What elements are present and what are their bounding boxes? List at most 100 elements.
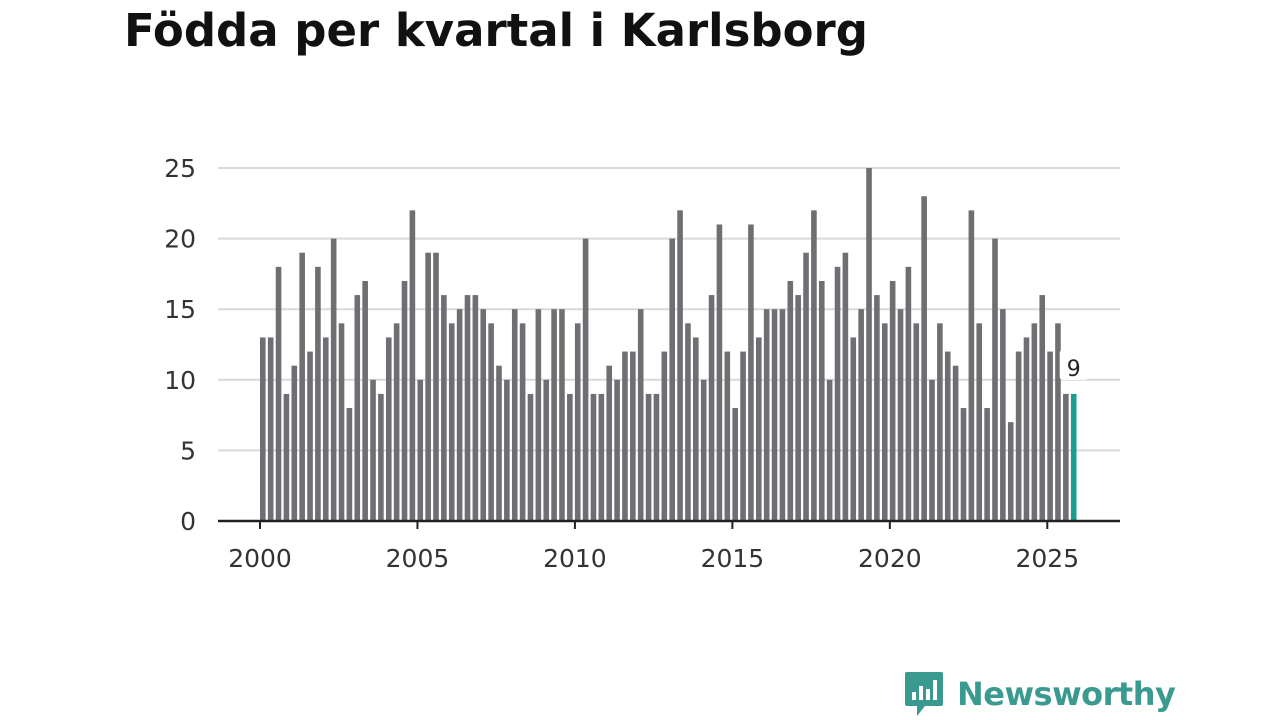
bar (968, 210, 975, 522)
bar (504, 379, 510, 521)
bar (1000, 309, 1006, 521)
y-tick-label: 0 (180, 507, 196, 536)
bar (283, 393, 290, 521)
bar (795, 295, 801, 521)
x-tick-label: 2010 (543, 544, 607, 573)
newsworthy-logo-icon (905, 672, 943, 716)
bar (976, 323, 983, 521)
bar (370, 379, 376, 521)
bar (661, 351, 668, 521)
bar (921, 196, 927, 522)
bar (677, 210, 683, 522)
bar (362, 280, 368, 521)
bar (1015, 351, 1022, 521)
x-tick-label: 2000 (228, 544, 292, 573)
bar (448, 323, 455, 521)
data-labels: 9 (1059, 349, 1088, 382)
x-axis: 2000 2005 2010 2015 2020 2025 (218, 519, 1120, 573)
bar (748, 224, 754, 522)
y-tick-label: 10 (164, 366, 196, 395)
bar (590, 393, 597, 521)
bar (417, 379, 424, 521)
bar (543, 379, 550, 521)
bar (905, 266, 912, 521)
bar (378, 393, 384, 521)
bar (685, 323, 691, 521)
bar (700, 379, 707, 521)
bar (653, 393, 660, 521)
bar (811, 210, 817, 522)
bar (409, 210, 416, 522)
bar (834, 266, 841, 521)
bar (567, 393, 573, 521)
bar (606, 365, 613, 521)
bar (393, 323, 400, 521)
bar (693, 337, 699, 521)
bar (267, 337, 274, 521)
bar (755, 337, 762, 521)
newsworthy-logo: Newsworthy (903, 670, 1176, 718)
bar (858, 309, 864, 521)
bar (354, 295, 361, 521)
bar (1007, 422, 1014, 521)
bar (716, 224, 723, 522)
bar (488, 323, 494, 521)
newsworthy-logo-text: Newsworthy (957, 675, 1176, 713)
x-tick-label: 2020 (858, 544, 922, 573)
x-tick-label: 2015 (701, 544, 765, 573)
bar (527, 393, 534, 521)
bar (889, 280, 896, 521)
bar (330, 238, 337, 521)
bar (551, 309, 557, 521)
bar (385, 337, 392, 521)
y-tick-label: 5 (180, 436, 196, 465)
bar (464, 295, 471, 521)
bar (1023, 337, 1030, 521)
x-tick-label: 2025 (1015, 544, 1079, 573)
y-tick-label: 20 (164, 225, 196, 254)
x-tick-label: 2005 (386, 544, 450, 573)
bar (472, 295, 479, 521)
bar (874, 295, 880, 521)
bar (322, 337, 329, 521)
bar (622, 351, 628, 521)
bars (260, 168, 1077, 522)
bar (496, 365, 502, 521)
bar (630, 351, 636, 521)
bar-highlight (1070, 393, 1077, 521)
bar (952, 365, 959, 521)
bar (582, 238, 589, 521)
bar (598, 393, 605, 521)
bar (929, 379, 935, 521)
bar (480, 309, 487, 521)
y-tick-label: 25 (164, 154, 196, 183)
bar (433, 252, 439, 521)
bar (763, 309, 770, 521)
bar (818, 280, 825, 521)
bar (724, 351, 731, 521)
bar (787, 280, 794, 521)
bar (1039, 295, 1046, 521)
y-axis-ticks: 0 5 10 15 20 25 (164, 154, 196, 536)
bar (441, 295, 447, 521)
bar (826, 379, 833, 521)
bar (574, 323, 581, 521)
bar (1047, 351, 1053, 521)
bar (291, 365, 298, 521)
chart-title: Födda per kvartal i Karlsborg (124, 4, 868, 57)
bar (456, 309, 463, 521)
y-tick-label: 15 (164, 295, 196, 324)
bar (637, 309, 644, 521)
bar (346, 408, 353, 521)
bar (1055, 323, 1061, 521)
bar (779, 309, 786, 521)
bar (740, 351, 746, 521)
bar (850, 337, 857, 521)
bar (803, 252, 809, 521)
data-label-background (1059, 349, 1088, 380)
bar (299, 252, 305, 521)
bar (614, 379, 620, 521)
bar (645, 393, 652, 521)
bar (992, 238, 998, 521)
